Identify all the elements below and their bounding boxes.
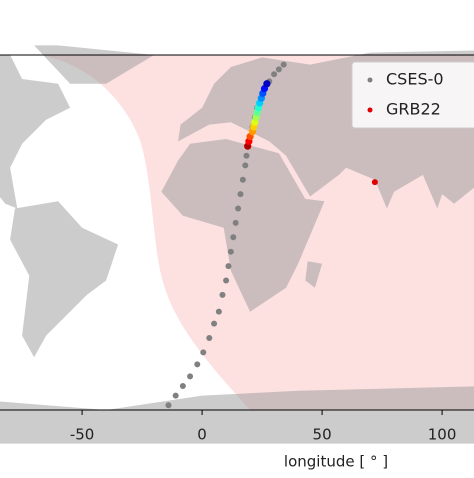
point — [179, 383, 186, 390]
point — [280, 61, 287, 68]
point — [219, 291, 226, 298]
point — [172, 392, 179, 399]
point — [371, 179, 378, 186]
x-tick-label: 100 — [428, 426, 457, 444]
point — [165, 402, 172, 409]
night-region — [0, 55, 250, 410]
point — [263, 80, 271, 88]
point — [215, 308, 222, 315]
point — [237, 191, 244, 198]
point — [187, 373, 194, 380]
point — [271, 71, 278, 78]
point — [242, 162, 249, 169]
madagascar — [305, 261, 323, 288]
legend-marker — [367, 77, 373, 83]
point — [206, 335, 213, 342]
plot — [165, 61, 378, 409]
antarctica — [0, 386, 474, 444]
north-america — [0, 55, 71, 209]
point — [194, 361, 201, 368]
x-tick-label: -50 — [70, 426, 95, 444]
legend-label: CSES-0 — [386, 70, 444, 89]
legend — [351, 61, 474, 129]
frame — [0, 54, 474, 411]
point — [225, 263, 232, 270]
point — [230, 234, 237, 241]
legend-label: GRB22 — [386, 100, 441, 119]
x-tick-label: 50 — [313, 426, 332, 444]
point — [235, 205, 242, 212]
point — [200, 349, 207, 356]
point — [223, 277, 230, 284]
x-tick-label: 0 — [197, 426, 207, 444]
point — [232, 219, 239, 226]
point — [227, 248, 234, 255]
point — [211, 320, 218, 327]
x-axis-label: longitude [ ° ] — [284, 453, 388, 471]
legend-marker — [367, 107, 373, 113]
south-america — [10, 201, 119, 358]
point — [243, 152, 250, 159]
africa — [161, 139, 325, 312]
point — [239, 176, 246, 183]
point — [275, 66, 282, 73]
